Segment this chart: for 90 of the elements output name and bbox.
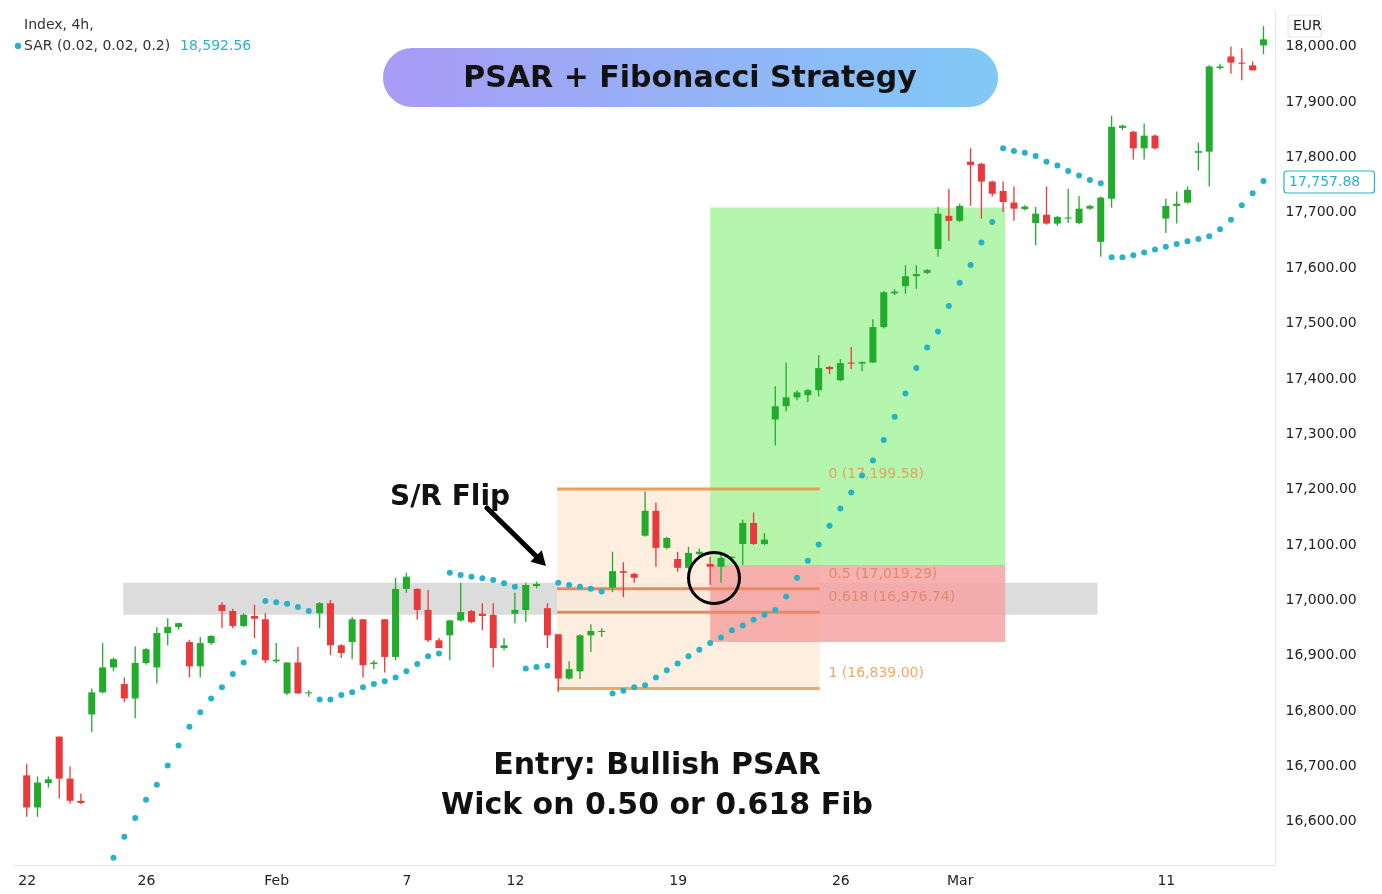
candlestick: [706, 556, 714, 586]
candlestick: [218, 601, 226, 629]
candlestick: [1032, 206, 1040, 246]
candlestick: [66, 765, 74, 805]
candlestick: [609, 551, 617, 593]
candlestick: [478, 602, 486, 632]
candlestick: [1162, 198, 1170, 234]
y-tick-label: 16,900.00: [1285, 646, 1357, 663]
candlestick: [413, 587, 421, 621]
candlestick: [1075, 195, 1083, 225]
legend-label: SAR (0.02, 0.02, 0.2): [24, 37, 171, 53]
candlestick: [316, 601, 324, 629]
candlestick: [619, 561, 627, 598]
candlestick: [674, 551, 682, 573]
x-tick-label: Feb: [264, 871, 290, 888]
x-tick-label: Mar: [947, 871, 974, 888]
ref-line-label: 1 (16,839.00): [828, 664, 924, 681]
candlestick: [771, 385, 779, 447]
candlestick: [1227, 45, 1235, 75]
candlestick: [945, 188, 953, 242]
y-tick-label: 17,400.00: [1285, 369, 1357, 386]
candlestick: [956, 203, 964, 223]
annotation: 18,592.56: [180, 37, 252, 53]
candlestick: [717, 552, 725, 584]
candlestick: [1129, 129, 1137, 161]
x-tick-label: 26: [831, 871, 850, 888]
candlestick: [684, 546, 692, 570]
candlestick: [120, 676, 128, 703]
annotation: Index, 4h,: [24, 16, 94, 32]
candlestick: [815, 354, 823, 397]
candlestick: [1173, 190, 1181, 225]
candlestick: [1140, 122, 1148, 161]
x-tick-label: 26: [137, 871, 156, 888]
y-tick-label: 17,300.00: [1285, 424, 1357, 441]
candlestick: [348, 616, 356, 660]
candlestick: [229, 608, 237, 629]
candlestick: [77, 792, 85, 805]
ref-line-label: 0.5 (17,019.29): [828, 564, 938, 581]
y-tick-label: 17,800.00: [1285, 148, 1357, 165]
candlestick: [511, 592, 519, 624]
candlestick: [977, 162, 985, 220]
candlestick: [901, 264, 909, 295]
candlestick: [164, 617, 172, 646]
candlestick: [967, 147, 975, 207]
text: PSAR + Fibonacci Strategy: [463, 59, 918, 94]
candlestick: [1194, 142, 1202, 172]
candlestick: [457, 582, 465, 623]
candlestick: [1043, 185, 1051, 226]
candlestick: [500, 637, 508, 651]
candlestick: [912, 264, 920, 290]
ref-line-label: 0 (17,199.58): [828, 464, 924, 481]
annotation: S/R Flip: [389, 479, 511, 512]
y-tick-label: 17,600.00: [1285, 258, 1357, 275]
text: EUR: [1293, 17, 1323, 33]
y-tick-label: 16,800.00: [1285, 701, 1357, 718]
y-tick-label: 17,200.00: [1285, 480, 1357, 497]
x-tick-label: 7: [402, 871, 412, 888]
candlestick: [251, 604, 259, 639]
y-tick-label: 17,100.00: [1285, 535, 1357, 552]
ref-line-label: 0.618 (16,976.74): [828, 588, 956, 605]
candlestick: [402, 572, 410, 594]
x-tick-label: 22: [18, 871, 37, 888]
y-tick-label: 17,000.00: [1285, 590, 1357, 607]
annotation: Wick on 0.50 or 0.618 Fib: [441, 786, 873, 821]
y-tick-label: 18,000.00: [1285, 37, 1357, 54]
y-tick-label: 17,500.00: [1285, 314, 1357, 331]
candlestick: [836, 358, 844, 382]
candlestick: [739, 519, 747, 566]
candlestick: [1010, 185, 1018, 222]
candlestick: [88, 687, 96, 733]
candlestick: [782, 361, 790, 412]
candlestick: [999, 180, 1007, 213]
annotation: Entry: Bullish PSAR: [493, 746, 821, 781]
y-tick-label: 17,700.00: [1285, 203, 1357, 220]
y-tick-label: 16,700.00: [1285, 756, 1357, 773]
text: 17,757.88: [1289, 173, 1361, 189]
candlestick: [858, 360, 866, 373]
candlestick: [1259, 25, 1267, 55]
y-tick-label: 17,900.00: [1285, 92, 1357, 109]
candlestick: [446, 619, 454, 661]
y-tick-label: 16,600.00: [1285, 812, 1357, 829]
candlestick: [370, 659, 378, 670]
x-tick-label: 11: [1157, 871, 1176, 888]
candlestick: [565, 660, 573, 681]
candlestick: [1216, 63, 1224, 71]
candlestick: [750, 511, 758, 546]
candlestick: [587, 623, 595, 653]
candlestick: [196, 636, 204, 679]
x-tick-label: 19: [669, 871, 688, 888]
x-tick-label: 12: [506, 871, 525, 888]
